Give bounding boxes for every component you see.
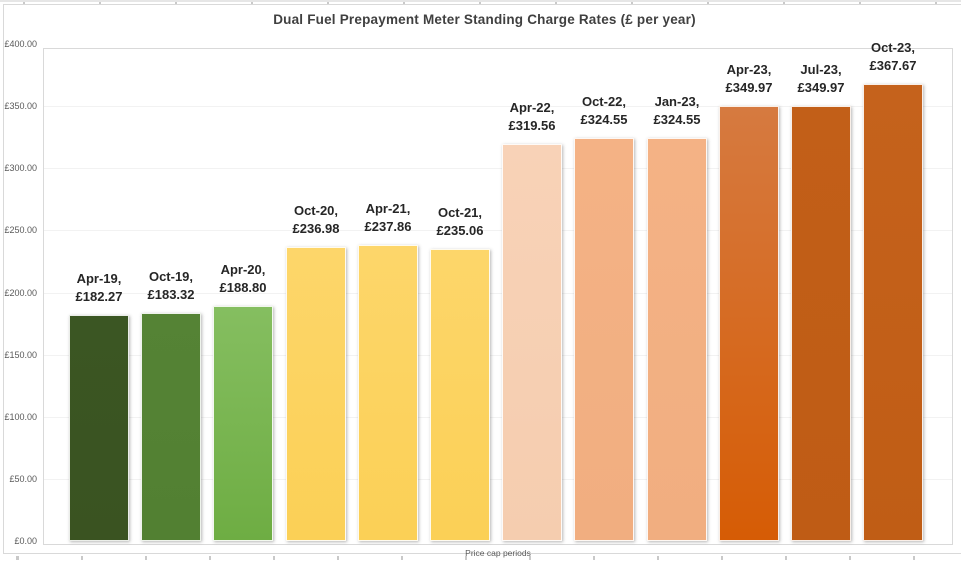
sheet-gridline-bottom: [0, 556, 961, 562]
y-axis-tick-label: £400.00: [4, 39, 37, 49]
bar-oct-21[interactable]: [430, 249, 490, 541]
y-axis-tick-label: £200.00: [4, 287, 37, 298]
data-label-oct-23: Oct-23, £367.67: [869, 40, 917, 73]
y-gridline: [44, 168, 952, 170]
data-label-oct-21: Oct-21, £235.06: [436, 205, 484, 238]
bar-oct-19[interactable]: [141, 313, 201, 541]
y-gridline: [44, 354, 952, 356]
chart-title: Dual Fuel Prepayment Meter Standing Char…: [273, 12, 696, 27]
chart-object[interactable]: Dual Fuel Prepayment Meter Standing Char…: [3, 4, 961, 558]
data-label-jul-23: Jul-23, £349.97: [797, 62, 845, 95]
bar-oct-20[interactable]: [286, 247, 346, 541]
bar-oct-23[interactable]: [863, 84, 923, 541]
bar-apr-22[interactable]: [502, 144, 562, 541]
x-axis-title: Price cap periods: [465, 548, 531, 558]
y-axis-tick-label: £300.00: [4, 163, 37, 174]
data-label-apr-23: Apr-23, £349.97: [725, 62, 773, 95]
y-gridline: [44, 106, 952, 108]
data-label-oct-19: Oct-19, £183.32: [147, 269, 195, 302]
y-axis-tick-label: £150.00: [4, 349, 37, 360]
bar-apr-20[interactable]: [213, 306, 273, 541]
y-axis-tick-label: £100.00: [4, 411, 37, 422]
data-label-jan-23: Jan-23, £324.55: [653, 94, 701, 127]
bar-apr-23[interactable]: [719, 106, 779, 541]
bar-jul-23[interactable]: [791, 106, 851, 541]
data-label-apr-22: Apr-22, £319.56: [508, 100, 556, 133]
y-axis-tick-label: £0.00: [14, 536, 37, 546]
bar-apr-21[interactable]: [358, 245, 418, 541]
data-label-oct-20: Oct-20, £236.98: [292, 203, 340, 236]
y-axis-tick-label: £350.00: [4, 101, 37, 112]
bar-apr-19[interactable]: [69, 315, 129, 541]
y-axis-tick-label: £250.00: [4, 225, 37, 236]
y-gridline: [44, 292, 952, 294]
data-label-oct-22: Oct-22, £324.55: [580, 94, 628, 127]
data-label-apr-21: Apr-21, £237.86: [364, 201, 412, 234]
y-axis-tick-label: £50.00: [9, 473, 37, 484]
data-label-apr-20: Apr-20, £188.80: [219, 262, 267, 295]
y-gridline: [44, 230, 952, 232]
y-gridline: [44, 416, 952, 418]
bar-oct-22[interactable]: [574, 138, 634, 541]
data-label-apr-19: Apr-19, £182.27: [75, 271, 123, 304]
bar-jan-23[interactable]: [647, 138, 707, 541]
y-gridline: [44, 478, 952, 480]
